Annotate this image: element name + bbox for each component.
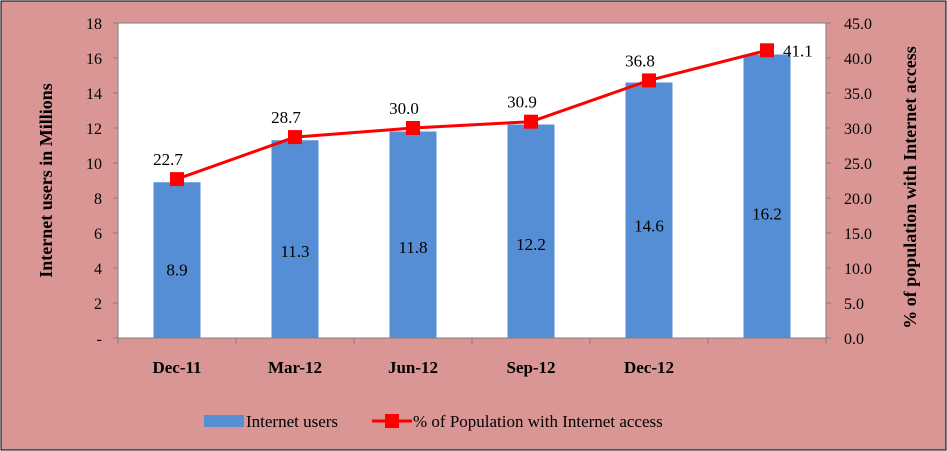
bar-data-label: 16.2 [752,204,782,223]
line-marker [524,114,538,129]
y2-axis-tick-label: 25.0 [844,156,872,173]
y-axis-tick-label: 12 [86,121,102,138]
line-data-label: 22.7 [153,150,183,169]
y2-axis-tick-label: 0.0 [844,331,864,348]
legend-swatch-internet-users [204,415,244,427]
x-axis-category-label: Jun-12 [388,358,438,377]
y-axis-tick-label: 18 [86,16,102,33]
bar-internet-users [271,140,319,338]
y-axis-tick-label: 8 [94,191,102,208]
y-axis-tick-label: 4 [94,261,102,278]
y-axis-title: Internet users in Millions [36,83,56,278]
plot-area [117,22,827,339]
y2-axis-tick-label: 15.0 [844,226,872,243]
bar-internet-users [743,54,791,338]
legend-label-internet-users: Internet users [246,412,338,431]
line-data-label: 28.7 [271,108,301,127]
bar-data-label: 14.6 [634,217,664,236]
y2-axis-tick-label: 10.0 [844,261,872,278]
x-axis-category-label: Dec-12 [624,358,674,377]
x-axis-category-label: Sep-12 [506,358,555,377]
line-marker [170,172,184,187]
line-marker [642,73,656,88]
y2-axis-tick-label: 40.0 [844,51,872,68]
line-marker [406,121,420,135]
y2-axis-tick-label: 45.0 [844,16,872,33]
line-data-label: 30.0 [389,99,419,118]
y-axis-tick-label: 16 [86,51,102,68]
x-axis-category-label: Dec-11 [152,358,201,377]
y2-axis-tick-label: 35.0 [844,86,872,103]
bar-internet-users [389,131,437,338]
bar-internet-users [625,82,673,338]
bar-data-label: 8.9 [166,260,187,279]
legend-marker-population-access [385,414,399,428]
y-axis-tick-label: 2 [94,296,102,313]
line-data-label: 41.1 [783,41,813,60]
y-axis-tick-label: 6 [94,226,102,243]
y2-axis-tick-label: 30.0 [844,121,872,138]
line-data-label: 36.8 [625,51,655,70]
bar-data-label: 11.8 [398,238,427,257]
line-population-access [176,48,768,181]
y-axis-tick-label: 10 [86,156,102,173]
y2-axis-title: % of population with Internet access [900,46,920,329]
line-data-label: 30.9 [507,93,537,112]
x-axis-category-label: Mar-12 [268,358,322,377]
y-axis-tick-label: 14 [86,86,102,103]
bar-data-label: 11.3 [280,242,309,261]
y2-axis-tick-label: 5.0 [844,296,864,313]
y2-axis-tick-label: 20.0 [844,191,872,208]
bar-internet-users [153,182,201,338]
line-marker [760,43,774,58]
y-axis-tick-label: - [97,331,102,348]
legend-label-population-access: % of Population with Internet access [413,412,663,431]
line-marker [288,130,302,145]
bar-internet-users [507,124,555,338]
bar-data-label: 12.2 [516,235,546,254]
